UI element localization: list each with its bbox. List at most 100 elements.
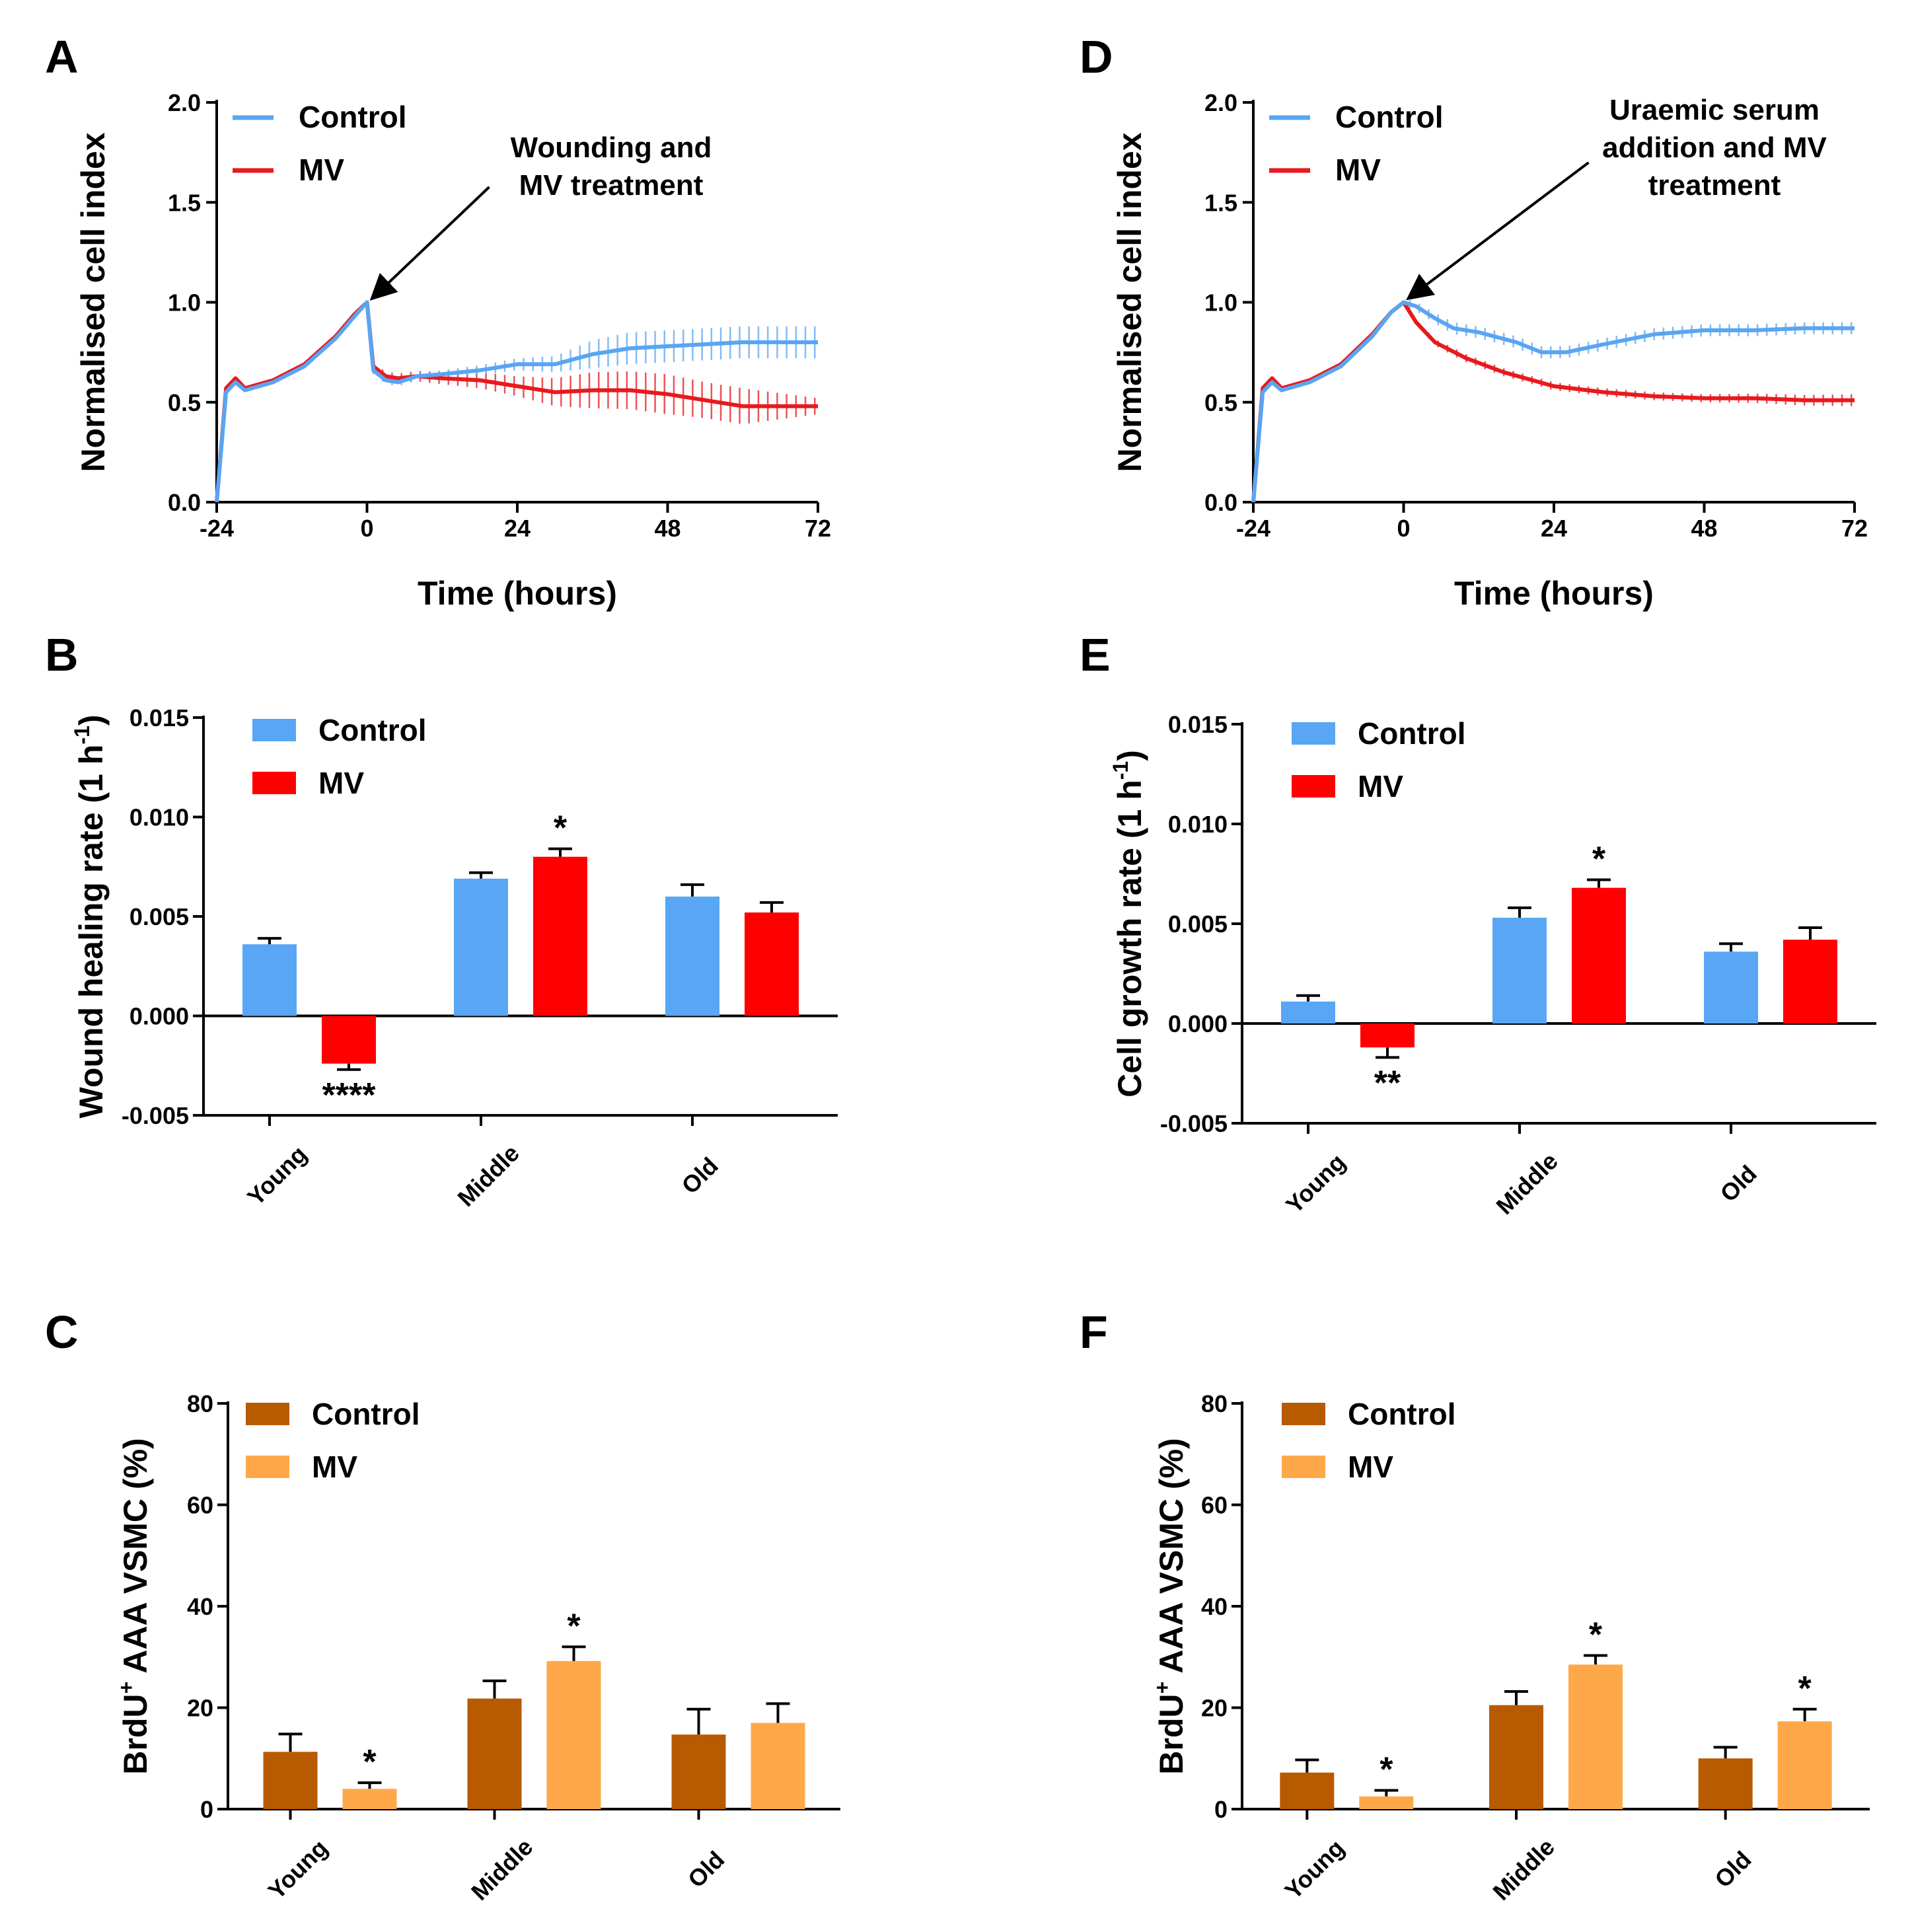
x-tick-label-C: Young [263,1834,333,1904]
annotation-D-1: addition and MV [1602,131,1827,164]
bar-B-middle-mv [533,856,587,1016]
y-axis-title-part: ) [1111,750,1148,761]
chart-A: 0.0 0.5 1.0 1.5 2.0 -24 0 24 48 72 Time (hours) Nor… [75,89,831,612]
y-axis-title-part: Wound healing rate (1 h [73,745,110,1119]
x-tick-label-E: Young [1280,1148,1350,1218]
chart-D: 0.0 0.5 1.0 1.5 2.0 -24 0 24 48 72 Time (hours) Nor… [1111,89,1868,612]
x-tick-label-D: -24 [1236,515,1270,542]
legend-swatch-E-0 [1292,722,1335,745]
bar-E-old-mv [1783,940,1837,1023]
significance-C: * [567,1607,581,1645]
panel-letter-C: C [45,1306,79,1358]
series-line-A-control [215,300,818,503]
x-tick-label-E: Old [1714,1160,1761,1207]
bar-B-old-control [665,896,719,1016]
y-tick-label-E: 0.005 [1168,910,1228,938]
y-axis-title-sup: + [114,1682,138,1694]
legend-label-E-0: Control [1358,716,1466,751]
significance-F: * [1798,1670,1812,1708]
y-tick-label-E: 0.000 [1168,1010,1228,1037]
y-axis-title-sup: -1 [1109,761,1132,780]
bar-F-old-control [1698,1758,1753,1809]
y-tick-label-E: -0.005 [1160,1110,1228,1137]
x-tick-label-A: 0 [360,515,373,542]
y-tick-label-B: 0.005 [129,903,189,930]
series-line-D-mv [1251,300,1855,503]
y-tick-label-F: 80 [1201,1390,1228,1417]
bar-C-old-control [671,1734,726,1809]
legend-swatch-E-1 [1292,775,1335,798]
bar-E-old-control [1704,951,1758,1023]
y-tick-label-F: 0 [1214,1796,1228,1823]
y-axis-title-part: ) [73,715,110,726]
y-tick-label-E: 0.010 [1168,811,1228,838]
y-tick-label-B: 0.015 [129,704,189,731]
bar-F-young-control [1280,1772,1335,1809]
y-axis-title-part: BrdU [1153,1693,1190,1774]
legend-label-F-0: Control [1348,1397,1456,1431]
legend-label-F-1: MV [1348,1450,1393,1484]
x-tick-label-D: 24 [1541,515,1567,542]
legend-swatch-F-1 [1282,1456,1325,1478]
legend-label-D-0: Control [1335,100,1444,134]
series-line-A-mv [215,300,818,503]
y-axis-title-part: AAA VSMC (%) [1153,1438,1190,1682]
y-tick-label-C: 60 [187,1492,213,1519]
panel-letter-E: E [1080,629,1111,681]
x-tick-label-C: Old [682,1845,729,1892]
bar-C-middle-mv [546,1660,601,1809]
annotation-D-2: treatment [1648,169,1781,202]
panel-letter-A: A [45,31,79,83]
y-tick-label-D: 0.5 [1204,389,1237,416]
legend-label-A-0: Control [299,100,407,134]
legend-swatch-C-1 [246,1456,289,1478]
bar-B-middle-control [454,878,508,1016]
bar-F-young-mv [1359,1796,1414,1809]
legend-swatch-B-1 [252,772,296,794]
y-tick-label-A: 1.0 [168,289,201,316]
x-tick-label-A: 72 [805,515,831,542]
x-tick-label-E: Middle [1490,1147,1563,1220]
annotation-D-0: Uraemic serum [1609,94,1820,126]
y-tick-label-C: 0 [200,1796,213,1823]
annotation-A-0: Wounding and [511,131,712,164]
panel-letter-F: F [1080,1306,1108,1358]
y-tick-label-A: 0.5 [168,389,201,416]
legend-label-B-0: Control [318,713,427,747]
bar-B-young-mv [322,1016,376,1064]
significance-E: ** [1374,1064,1401,1102]
significance-B: * [554,809,568,848]
significance-E: * [1592,840,1606,879]
y-tick-label-B: 0.000 [129,1003,189,1030]
y-tick-label-C: 20 [187,1695,213,1722]
y-tick-label-D: 1.0 [1204,289,1237,316]
panel-letter-B: B [45,629,79,681]
y-axis-title-B: Wound healing rate (1 h-1) [70,715,110,1119]
annotation-arrow-D [1406,161,1590,301]
legend-label-C-0: Control [312,1397,420,1431]
legend-label-B-1: MV [318,766,364,800]
x-tick-label-B: Middle [452,1139,525,1212]
x-tick-label-A: 24 [504,515,531,542]
x-tick-label-F: Old [1709,1845,1756,1892]
chart-E: -0.005 0.000 0.005 0.010 0.015 Cell growth ra… [1109,711,1876,1220]
y-tick-label-D: 2.0 [1204,89,1237,116]
chart-F: 0 20 40 60 80 BrdU+ AAA VSMC (%) Young Middle Ol… [1150,1390,1870,1906]
y-tick-label-F: 20 [1201,1695,1228,1722]
legend-swatch-C-0 [246,1403,289,1425]
y-axis-title-part: Cell growth rate (1 h [1111,780,1148,1097]
series-line-D-control [1251,300,1855,503]
bar-C-old-mv [751,1723,805,1809]
bar-E-young-control [1281,1001,1335,1023]
x-tick-label-B: Young [242,1140,312,1210]
legend-swatch-B-0 [252,719,296,741]
y-axis-title-A: Normalised cell index [75,132,112,472]
y-axis-title-sup: -1 [70,725,94,744]
y-axis-title-sup: + [1150,1682,1174,1694]
x-tick-label-C: Middle [466,1833,538,1906]
y-tick-label-C: 80 [187,1390,213,1417]
x-tick-label-A: -24 [200,515,234,542]
bar-F-middle-control [1489,1705,1543,1809]
y-tick-label-F: 60 [1201,1492,1228,1519]
bar-E-middle-mv [1572,887,1626,1023]
